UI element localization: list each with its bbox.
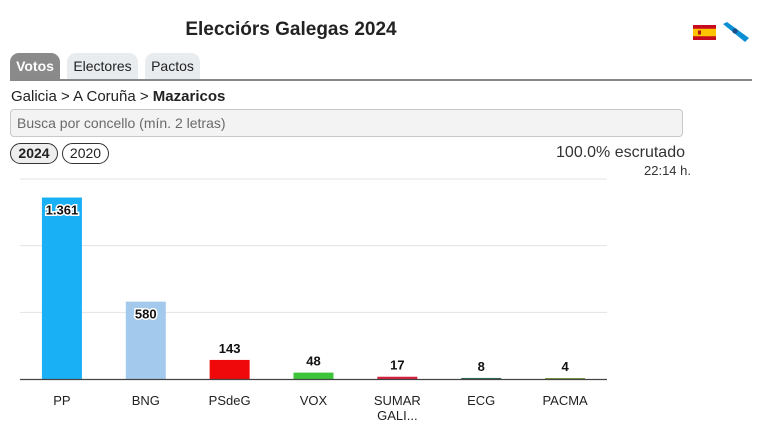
breadcrumb-item-a-coruna[interactable]: A Coruña (73, 88, 136, 105)
last-update-time: 22:14 h. (644, 163, 691, 178)
breadcrumb-separator: > (139, 88, 149, 105)
bar[interactable] (209, 359, 250, 379)
bar[interactable] (41, 197, 82, 379)
counted-percentage: 100.0% escrutado (556, 144, 685, 161)
bar[interactable] (377, 376, 418, 379)
votes-bar-chart: 1.361PP580BNG143PSdeG48VOX17SUMARGALI...… (20, 178, 607, 423)
bar[interactable] (461, 377, 502, 379)
year-button-2024[interactable]: 2024 (10, 143, 58, 164)
x-axis-label: ECG (467, 393, 495, 408)
municipality-search-input[interactable] (10, 109, 683, 137)
x-axis-label: VOX (300, 393, 328, 408)
tab-bar: Votos Electores Pactos (10, 53, 752, 81)
x-axis-label: SUMAR (374, 393, 421, 408)
breadcrumb-separator: > (61, 88, 70, 105)
galicia-flag-icon[interactable] (723, 22, 749, 42)
breadcrumb-current: Mazaricos (152, 88, 226, 105)
bar[interactable] (293, 372, 334, 379)
bar-value-label: 580 (135, 307, 157, 322)
bar-value-label: 17 (390, 358, 404, 373)
tab-pactos[interactable]: Pactos (145, 53, 200, 79)
bar[interactable] (545, 378, 586, 379)
bar-value-label: 8 (478, 359, 485, 374)
x-axis-label: BNG (132, 393, 160, 408)
page-title: Elecciórs Galegas 2024 (185, 19, 397, 40)
tab-electores[interactable]: Electores (67, 53, 138, 79)
bar-value-label: 1.361 (46, 203, 79, 218)
tab-votos[interactable]: Votos (10, 53, 60, 79)
x-axis-label: PACMA (542, 393, 588, 408)
x-axis-label: PP (53, 393, 70, 408)
breadcrumb: Galicia > A Coruña > Mazaricos (11, 88, 225, 105)
bar[interactable] (125, 301, 166, 379)
year-button-2020[interactable]: 2020 (62, 143, 109, 164)
x-axis-label: PSdeG (209, 393, 251, 408)
bar-value-label: 4 (561, 359, 569, 374)
x-axis-label: GALI... (377, 408, 417, 423)
breadcrumb-item-galicia[interactable]: Galicia (11, 88, 57, 105)
spain-flag-icon[interactable] (693, 25, 716, 40)
bar-value-label: 143 (219, 341, 241, 356)
bar-value-label: 48 (306, 354, 320, 369)
